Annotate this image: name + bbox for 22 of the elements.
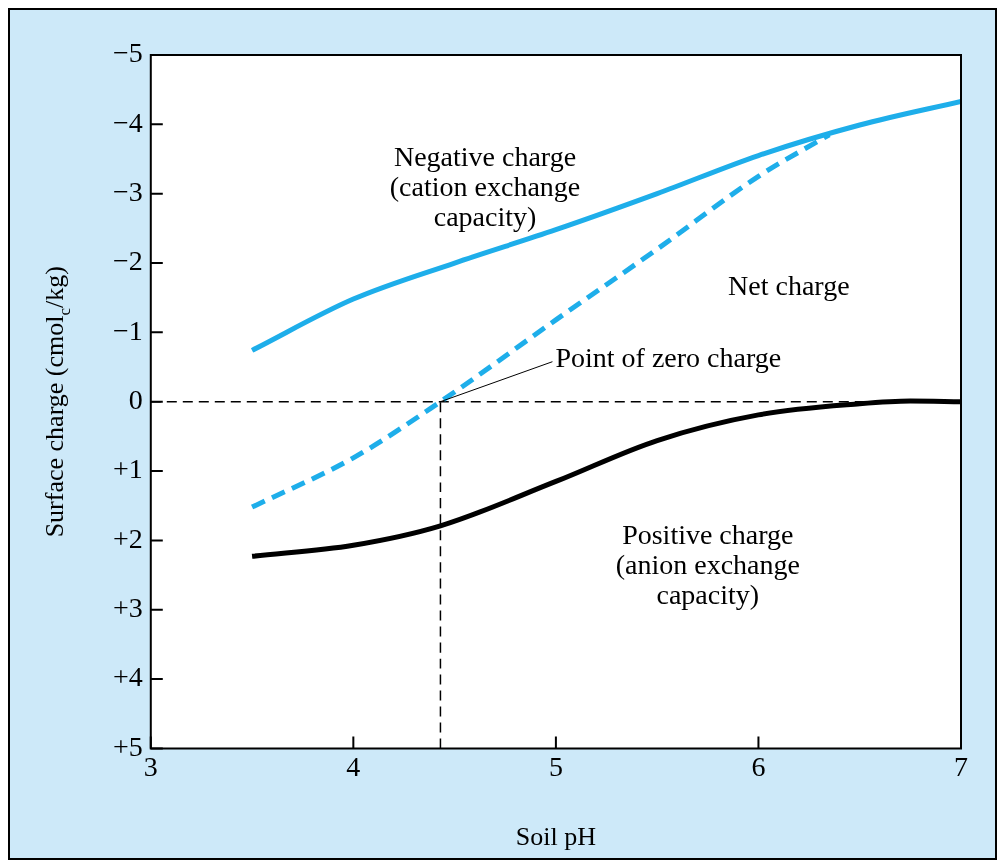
y-tick-label: +3 bbox=[112, 592, 143, 624]
y-tick-label: −5 bbox=[112, 37, 143, 69]
series-label: Negative charge (cation exchange capacity) bbox=[389, 141, 581, 233]
y-tick-label: −3 bbox=[112, 176, 143, 208]
annotation: Point of zero charge bbox=[555, 342, 782, 374]
x-axis-title: Soil pH bbox=[515, 822, 597, 852]
y-tick-label: −2 bbox=[112, 245, 143, 277]
y-axis-title: Surface charge (cmolc/kg) bbox=[39, 266, 74, 538]
x-tick-label: 5 bbox=[548, 750, 563, 782]
y-tick-label: −1 bbox=[112, 314, 143, 346]
y-tick-label: +2 bbox=[112, 522, 143, 554]
x-tick-label: 7 bbox=[954, 750, 968, 782]
y-tick-label: 0 bbox=[128, 384, 143, 416]
x-tick-label: 3 bbox=[143, 750, 158, 782]
text: Net charge bbox=[728, 269, 850, 301]
y-tick-label: +4 bbox=[112, 661, 143, 693]
x-tick-label: 4 bbox=[346, 750, 361, 782]
y-tick-label: +5 bbox=[112, 730, 143, 762]
text: Positive charge (anion exchange capacity) bbox=[615, 519, 800, 611]
y-tick-label: +1 bbox=[112, 453, 143, 485]
y-tick-label: −4 bbox=[112, 106, 143, 138]
x-tick-label: 6 bbox=[751, 750, 766, 782]
